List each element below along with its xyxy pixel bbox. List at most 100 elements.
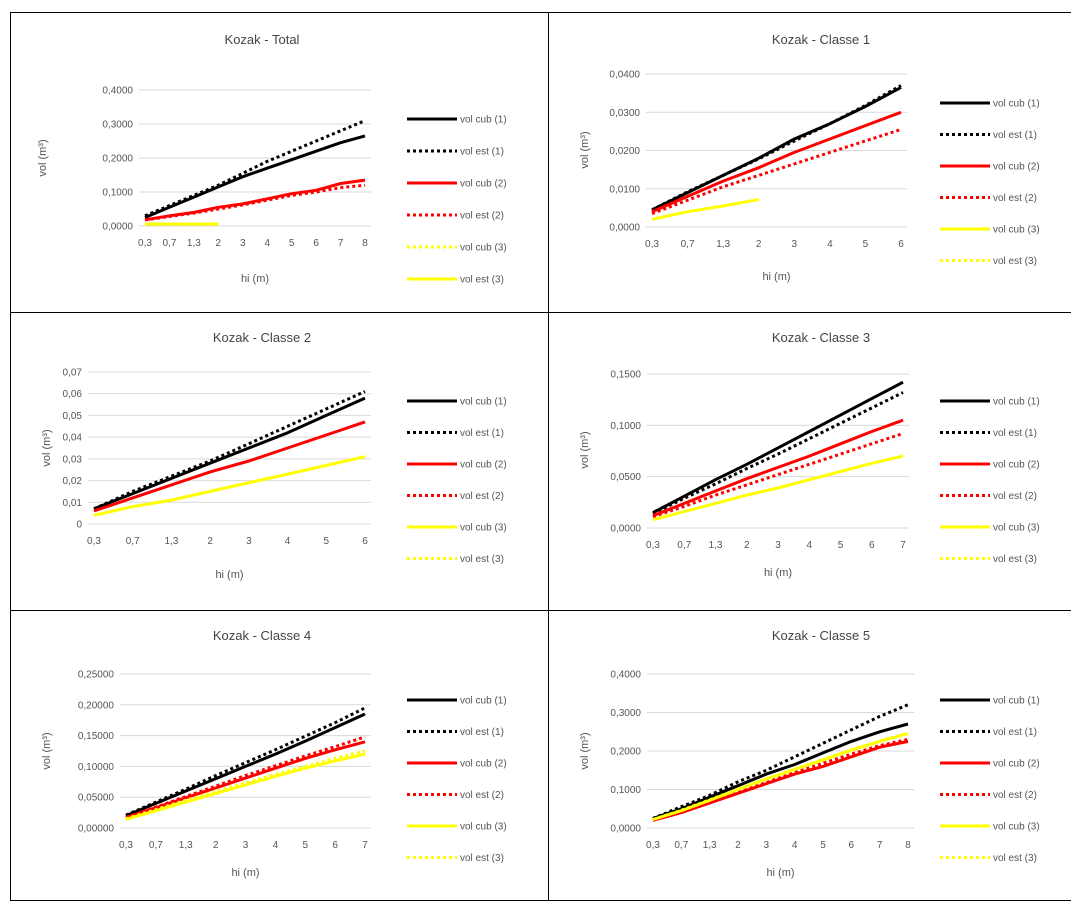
y-tick-label: 0,05 — [63, 411, 83, 422]
y-tick-label: 0,20000 — [78, 700, 115, 711]
x-axis-label: hi (m) — [762, 271, 790, 283]
series-line — [652, 737, 909, 822]
series-line — [144, 183, 366, 222]
series-line — [652, 391, 904, 515]
legend-label: vol cub (1) — [460, 696, 507, 707]
legend-label: vol cub (2) — [993, 162, 1040, 173]
series-line — [652, 380, 904, 514]
series-line — [652, 731, 909, 821]
y-tick-label: 0,01 — [63, 498, 83, 509]
series-line — [93, 390, 366, 511]
x-tick-label: 4 — [264, 238, 270, 249]
legend-label: vol cub (3) — [460, 523, 507, 534]
y-axis-label: vol (m³) — [41, 429, 53, 466]
series-line — [652, 432, 904, 519]
legend-label: vol cub (3) — [993, 523, 1040, 534]
x-tick-label: 4 — [827, 239, 833, 250]
series-line — [144, 119, 366, 218]
y-tick-label: 0,04 — [63, 433, 83, 444]
legend-label: vol cub (2) — [460, 460, 507, 471]
y-tick-label: 0,02 — [63, 476, 83, 487]
y-tick-label: 0,03 — [63, 454, 83, 465]
y-tick-label: 0,0000 — [102, 222, 133, 233]
y-tick-label: 0,4000 — [610, 670, 641, 681]
x-tick-label: 0,3 — [646, 840, 660, 851]
series-line — [125, 752, 366, 821]
y-axis-label: vol (m³) — [579, 131, 591, 168]
series-line — [125, 735, 366, 819]
legend-label: vol est (1) — [993, 428, 1037, 439]
legend-label: vol cub (3) — [993, 225, 1040, 236]
x-tick-label: 0,7 — [126, 536, 140, 547]
x-tick-label: 2 — [756, 239, 762, 250]
y-tick-label: 0,00000 — [78, 824, 115, 835]
x-tick-label: 3 — [240, 238, 246, 249]
x-tick-label: 1,3 — [709, 540, 723, 551]
series-line — [652, 454, 904, 522]
series-line — [652, 703, 909, 820]
x-tick-label: 7 — [900, 540, 906, 551]
y-tick-label: 0,1000 — [610, 421, 641, 432]
legend-label: vol est (2) — [460, 790, 504, 801]
x-axis-label: hi (m) — [215, 569, 243, 581]
x-tick-label: 2 — [735, 840, 741, 851]
legend-label: vol est (1) — [993, 727, 1037, 738]
legend-label: vol cub (2) — [993, 460, 1040, 471]
series-line — [651, 110, 902, 214]
x-tick-label: 4 — [806, 540, 812, 551]
x-tick-label: 7 — [338, 238, 344, 249]
chart-svg-classe-1: Kozak - Classe 1 0,0000 0,0100 0,0200 0,0300… — [579, 32, 1040, 283]
x-tick-label: 6 — [869, 540, 875, 551]
chart-title: Kozak - Classe 3 — [772, 330, 870, 345]
series-line — [93, 396, 366, 511]
x-tick-label: 8 — [905, 840, 911, 851]
series-line — [652, 418, 904, 518]
x-tick-label: 0,7 — [674, 840, 688, 851]
chart-panel-classe-4: Kozak - Classe 4 0,00000 0,05000 0,10000 0,1… — [10, 610, 548, 900]
y-axis-label: vol (m³) — [37, 139, 49, 176]
x-tick-label: 6 — [898, 239, 904, 250]
x-tick-label: 0,7 — [149, 840, 163, 851]
y-tick-label: 0,1000 — [610, 785, 641, 796]
legend-label: vol est (1) — [460, 147, 504, 158]
y-tick-label: 0,2000 — [610, 747, 641, 758]
x-tick-label: 6 — [313, 238, 319, 249]
legend-label: vol cub (3) — [993, 822, 1040, 833]
x-axis-label: hi (m) — [766, 867, 794, 879]
legend-label: vol est (3) — [993, 554, 1037, 565]
x-tick-label: 7 — [877, 840, 883, 851]
x-tick-label: 0,7 — [677, 540, 691, 551]
legend-label: vol cub (3) — [460, 243, 507, 254]
x-tick-label: 2 — [213, 840, 219, 851]
y-tick-label: 0,06 — [63, 389, 83, 400]
legend-label: vol est (3) — [993, 256, 1037, 267]
x-tick-label: 5 — [863, 239, 869, 250]
y-axis-label: vol (m³) — [41, 732, 53, 769]
legend-label: vol est (1) — [460, 727, 504, 738]
x-tick-label: 0,3 — [646, 540, 660, 551]
x-tick-label: 3 — [792, 239, 798, 250]
legend-label: vol cub (3) — [460, 822, 507, 833]
y-axis-label: vol (m³) — [579, 431, 591, 468]
chart-title: Kozak - Classe 1 — [772, 32, 870, 47]
chart-panel-total: Kozak - Total 0,0000 0,1000 0,2000 0,3000 0,4… — [10, 12, 548, 312]
x-tick-label: 1,3 — [164, 536, 178, 547]
x-tick-label: 0,3 — [119, 840, 133, 851]
y-tick-label: 0,07 — [63, 368, 83, 379]
x-tick-label: 1,3 — [716, 239, 730, 250]
y-tick-label: 0,3000 — [610, 708, 641, 719]
x-tick-label: 2 — [744, 540, 750, 551]
series-line — [651, 84, 902, 212]
series-line — [651, 128, 902, 216]
series-line — [125, 706, 366, 817]
y-tick-label: 0,10000 — [78, 762, 115, 773]
x-tick-label: 1,3 — [179, 840, 193, 851]
y-tick-label: 0,0200 — [609, 146, 640, 157]
legend-label: vol est (2) — [993, 193, 1037, 204]
x-tick-label: 4 — [285, 536, 291, 547]
legend-label: vol cub (2) — [460, 759, 507, 770]
x-tick-label: 8 — [362, 238, 368, 249]
legend-label: vol est (1) — [460, 428, 504, 439]
legend-label: vol est (1) — [993, 130, 1037, 141]
